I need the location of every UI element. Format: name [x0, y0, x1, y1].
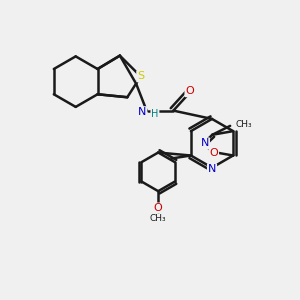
Text: O: O	[185, 86, 194, 96]
Text: CH₃: CH₃	[150, 214, 166, 223]
Text: O: O	[209, 148, 218, 158]
Text: H: H	[151, 109, 159, 119]
Text: CH₃: CH₃	[236, 120, 252, 129]
Text: S: S	[137, 71, 144, 81]
Text: O: O	[154, 203, 163, 213]
Text: N: N	[201, 138, 209, 148]
Text: N: N	[208, 164, 216, 174]
Text: N: N	[138, 107, 146, 117]
